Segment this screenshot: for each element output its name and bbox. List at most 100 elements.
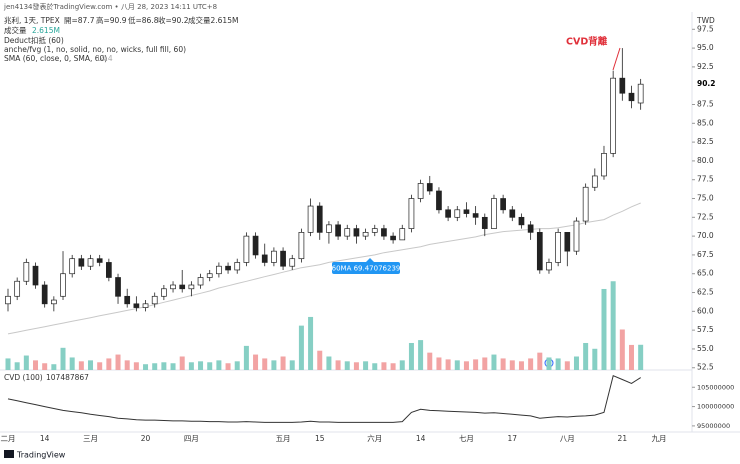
candle-body [261, 254, 268, 263]
volume-bar [445, 359, 451, 370]
x-tick-label: 14 [40, 434, 50, 443]
volume-bar [601, 288, 607, 370]
volume-bar [60, 347, 66, 370]
volume-bar [170, 363, 176, 370]
candle-body [289, 258, 296, 267]
candle-body [381, 228, 387, 237]
currency: TWD [696, 16, 715, 25]
candle-body [527, 224, 534, 233]
y-tick-label: 57.5 [697, 325, 714, 334]
candle-body [371, 228, 378, 233]
logo-icon [4, 450, 14, 458]
x-tick-label: 二月 [1, 434, 16, 443]
volume-bar [482, 357, 488, 370]
volume-bar [628, 344, 634, 370]
volume-bar [253, 354, 259, 370]
volume-bar [225, 363, 231, 370]
candle-body [225, 265, 231, 271]
y-tick-label: 80.0 [697, 156, 714, 165]
x-tick-label: 20 [141, 434, 151, 443]
plot-layer: 二月 14 三月 20 四月 五月 15 六月 14 七月 17 八月 21 九月 52.5 55.0 57.5… [1, 24, 735, 443]
candle-body [69, 258, 76, 275]
volume-bar [592, 348, 598, 370]
candle-body [5, 295, 11, 305]
sma-tooltip-arrow [366, 258, 374, 262]
volume-bar [518, 361, 524, 370]
ohlc-open: 開=87.7 [64, 16, 95, 25]
candle-body [243, 235, 250, 263]
candle-body [536, 232, 543, 271]
ohlc-high: 高=90.9 [96, 15, 127, 25]
sma-line [7, 202, 641, 335]
volume-bar [143, 364, 149, 370]
y-tick-label: 87.5 [697, 100, 714, 109]
candle-body [307, 205, 314, 233]
candle-body [408, 198, 415, 229]
volume-name: 成交量 [4, 25, 27, 35]
candle-body [87, 258, 94, 267]
indicator: anche/fvg (1, no, solid, no, no, wicks, … [4, 45, 186, 54]
candle-body [417, 183, 424, 199]
y-tick-label: 82.5 [697, 137, 714, 146]
volume-bar [418, 340, 424, 370]
candle-body [491, 198, 497, 229]
candle-body [500, 198, 506, 211]
indicator: Deduct扣抵 (60) [4, 35, 64, 45]
candle-body [78, 258, 85, 267]
candle-body [518, 216, 525, 226]
candle-body [591, 175, 598, 188]
candle-body [197, 277, 204, 286]
candle-body [362, 232, 369, 237]
y-tick-label: 105000000 [697, 383, 734, 391]
candle-body [353, 228, 360, 237]
volume-bar [88, 360, 94, 370]
volume-bar [152, 363, 158, 370]
indicator: SMA (60, close, 0, SMA, 60) [4, 54, 107, 63]
candle-body [335, 224, 341, 237]
last-price-label: 90.2 [697, 79, 716, 88]
candle-body [188, 284, 195, 290]
volume-bar [610, 281, 616, 370]
volume-bar [51, 364, 57, 370]
candle-body [60, 273, 66, 297]
x-tick-label: 九月 [652, 434, 667, 443]
y-tick-label: 62.5 [697, 288, 714, 297]
y-tick-label: 70.0 [697, 231, 714, 240]
volume-bar [326, 356, 332, 370]
volume-bar [133, 362, 139, 370]
candle-body [206, 273, 213, 278]
candle-body [619, 77, 626, 94]
volume-bar [124, 360, 130, 370]
ohlc-volume: 成交量2.615M [188, 15, 238, 25]
volume-bar [198, 361, 204, 370]
candle-body [564, 232, 571, 252]
y-tick-label: 92.5 [697, 62, 714, 71]
candle-body [106, 262, 112, 278]
candle-body [390, 235, 396, 241]
candle-body [96, 258, 103, 263]
candle-body [32, 265, 39, 286]
volume-bar [555, 358, 561, 370]
volume-bar [408, 342, 414, 370]
ohlc-close: 收=90.2 [158, 15, 189, 25]
candle-body [628, 92, 635, 102]
candle-body [316, 205, 323, 233]
cvd-value: 107487867 [46, 373, 89, 382]
volume-bar [115, 354, 121, 370]
candle-body [170, 284, 176, 290]
candle-body [115, 277, 121, 297]
volume-bar [436, 357, 442, 370]
x-tick-label: 五月 [276, 434, 291, 443]
volume-bar [619, 329, 625, 370]
y-tick-label: 67.5 [697, 250, 714, 259]
y-tick-label: 95.0 [697, 43, 714, 52]
candle-body [463, 209, 470, 214]
sma-value: 14.4 [96, 54, 113, 63]
y-tick-label: 85.0 [697, 118, 714, 127]
candle-body [216, 265, 222, 275]
last-price-box [694, 79, 718, 90]
candle-body [399, 228, 406, 241]
y-tick-label: 72.5 [697, 212, 714, 221]
